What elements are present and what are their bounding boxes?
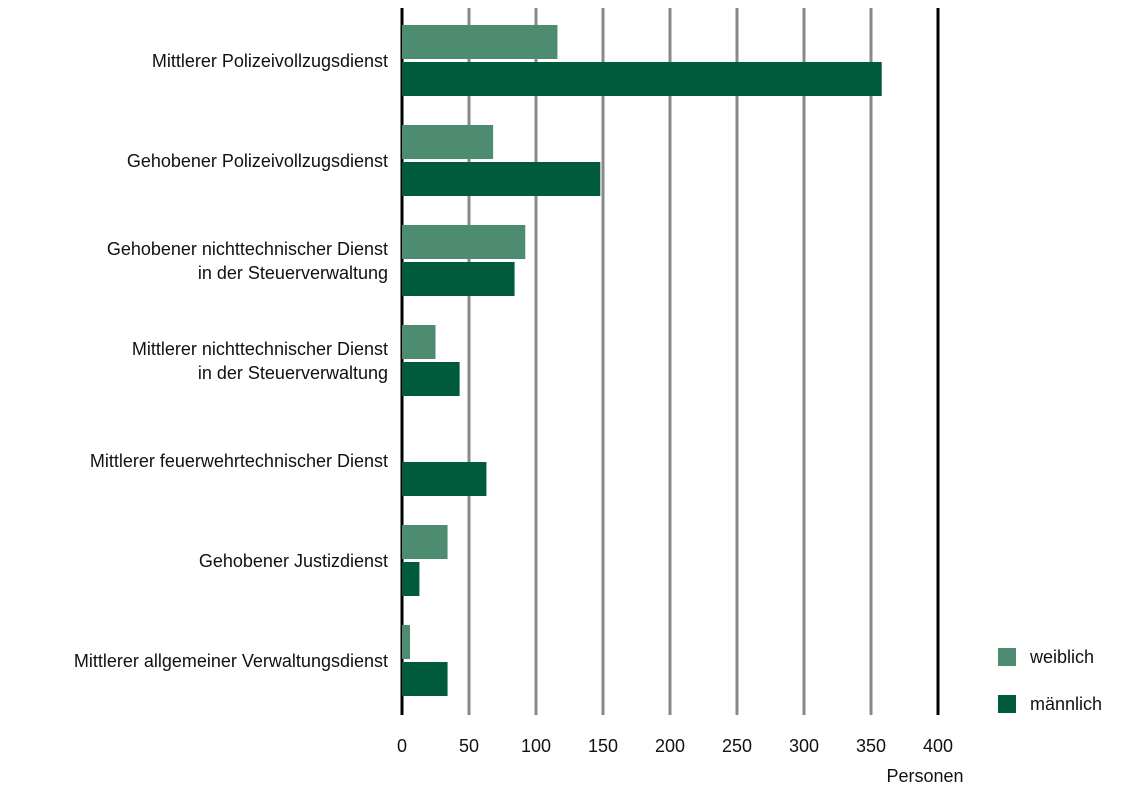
x-tick-label: 200 xyxy=(655,736,685,756)
bar xyxy=(402,125,494,159)
y-tick-label: Mittlerer Polizeivollzugsdienst xyxy=(151,50,388,71)
bar xyxy=(402,462,487,496)
bar xyxy=(402,25,558,59)
y-tick-label: Mittlerer feuerwehrtechnischer Dienst xyxy=(89,450,388,471)
y-tick-label: Mittlerer nichttechnischer Dienst in der… xyxy=(131,338,388,383)
x-tick-label: 100 xyxy=(521,736,551,756)
bar xyxy=(402,562,420,596)
y-tick-label: Gehobener Justizdienst xyxy=(198,550,388,571)
bar xyxy=(402,225,526,259)
bar xyxy=(402,62,882,96)
y-tick-label: Mittlerer allgemeiner Verwaltungsdienst xyxy=(73,650,388,671)
legend-swatch xyxy=(998,695,1016,713)
x-tick-label: 400 xyxy=(923,736,953,756)
legend-label: weiblich xyxy=(1029,647,1094,667)
legend-swatch xyxy=(998,648,1016,666)
bar xyxy=(402,162,601,196)
bar xyxy=(402,262,515,296)
legend-label: männlich xyxy=(1030,694,1102,714)
x-tick-label: 150 xyxy=(588,736,618,756)
bar xyxy=(402,525,448,559)
y-tick-label: Gehobener Polizeivollzugsdienst xyxy=(126,150,388,171)
bar xyxy=(402,362,460,396)
bar xyxy=(402,625,411,659)
bar xyxy=(402,325,436,359)
x-tick-label: 50 xyxy=(459,736,479,756)
x-tick-label: 0 xyxy=(397,736,407,756)
x-tick-label: 250 xyxy=(722,736,752,756)
x-axis-label: Personen xyxy=(886,766,963,786)
bar xyxy=(402,662,448,696)
x-tick-label: 350 xyxy=(856,736,886,756)
y-tick-label: Gehobener nichttechnischer Dienst in der… xyxy=(106,238,388,283)
x-tick-label: 300 xyxy=(789,736,819,756)
